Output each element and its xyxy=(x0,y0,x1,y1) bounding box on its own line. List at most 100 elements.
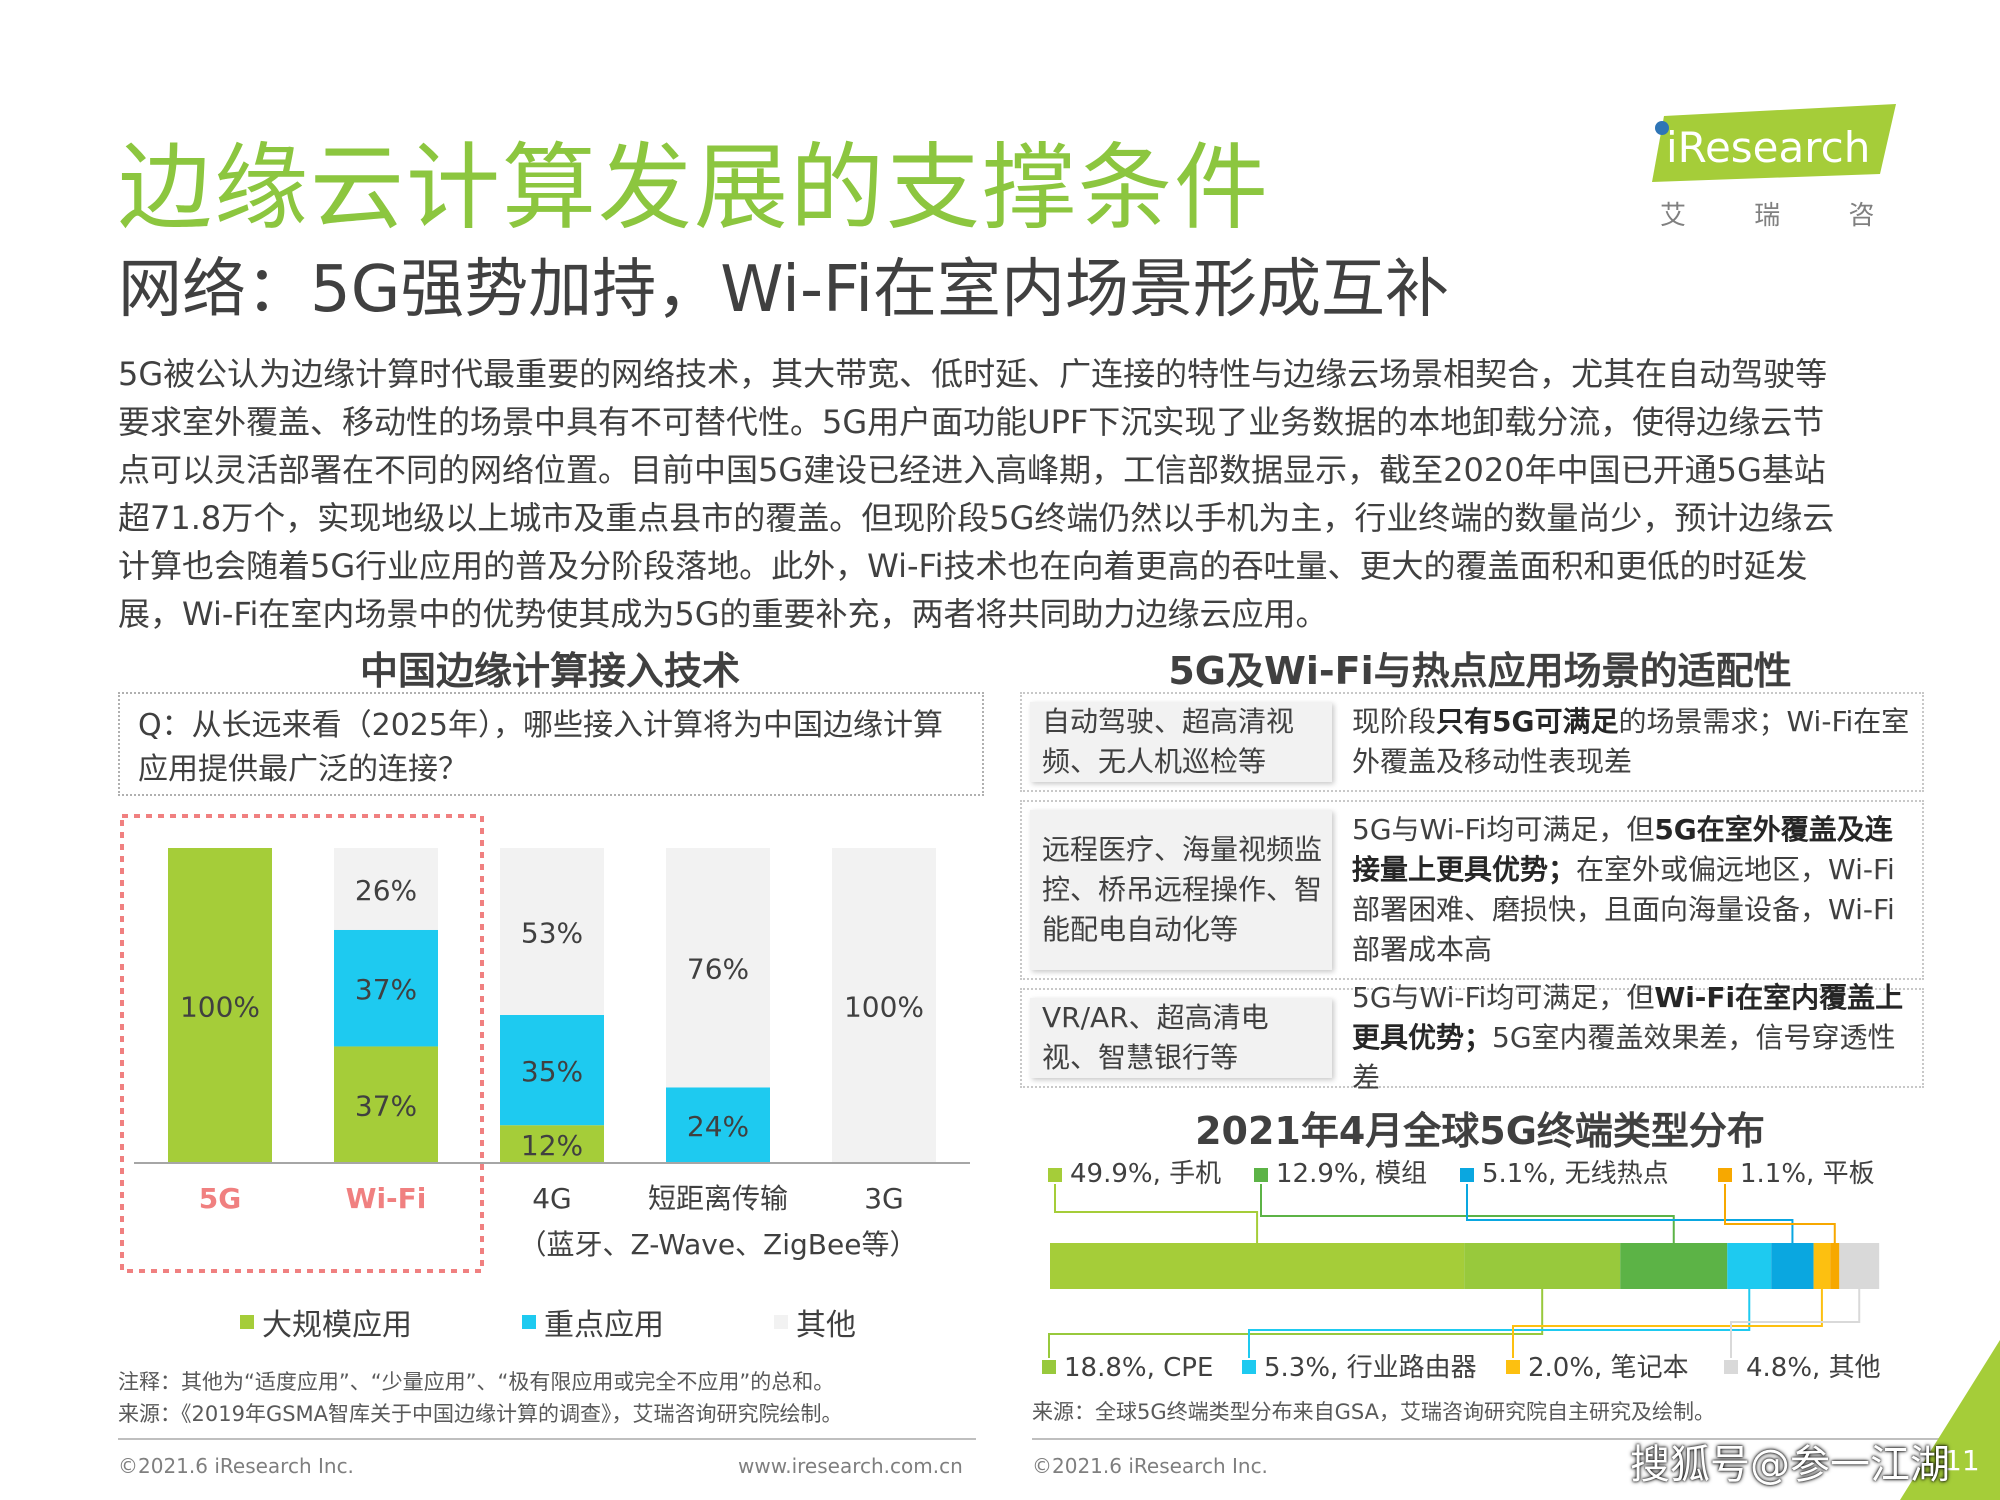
legend-swatch xyxy=(1042,1360,1056,1374)
stack-segment xyxy=(1050,1243,1465,1289)
bar-segment xyxy=(500,848,604,1015)
data-label: 100% xyxy=(844,991,924,1024)
desc-text: 5G与Wi-Fi均可满足，但 xyxy=(1352,981,1655,1014)
desc-highlight: 只有5G可满足 xyxy=(1436,705,1619,738)
legend-swatch xyxy=(1724,1360,1738,1374)
legend-swatch xyxy=(240,1315,254,1329)
segment-label: 12.9%, 模组 xyxy=(1276,1159,1427,1189)
scenario-desc: 5G与Wi-Fi均可满足，但5G在室外覆盖及连接量上更具优势；在室外或偏远地区，… xyxy=(1338,802,1914,978)
data-label: 76% xyxy=(687,953,749,986)
chart-source: 来源：《2019年GSMA智库关于中国边缘计算的调查》，艾瑞咨询研究院绘制。 xyxy=(118,1402,843,1426)
data-label: 35% xyxy=(521,1055,583,1088)
legend-label: 大规模应用 xyxy=(262,1308,412,1343)
legend-item: 其他 xyxy=(774,1300,856,1344)
category-label: 5G xyxy=(199,1182,241,1215)
scenario-row: 远程医疗、海量视频监控、桥吊远程操作、智能配电自动化等 5G与Wi-Fi均可满足… xyxy=(1020,800,1924,980)
leader-line xyxy=(1730,1289,1861,1358)
category-label: 短距离传输 xyxy=(648,1182,788,1215)
leader-line xyxy=(1054,1184,1259,1243)
intro-line: 5G被公认为边缘计算时代最重要的网络技术，其大带宽、低时延、广连接的特性与边缘云… xyxy=(118,355,1828,393)
legend-swatch xyxy=(1254,1168,1268,1182)
segment-label: 4.8%, 其他 xyxy=(1746,1353,1881,1383)
watermark-text: 搜狐号@参一江湖 xyxy=(1630,1442,1950,1488)
iresearch-logo: iResearch 艾 瑞 咨 询 xyxy=(1652,104,1898,231)
stack-segment xyxy=(1464,1243,1621,1289)
bar-segment xyxy=(832,848,936,1163)
copyright-right: ©2021.6 iResearch Inc. xyxy=(1032,1454,1268,1478)
intro-line: 点可以灵活部署在不同的网络位置。目前中国5G建设已经进入高峰期，工信部数据显示，… xyxy=(118,451,1826,489)
stack-segment xyxy=(1771,1243,1814,1289)
stack-segment xyxy=(1813,1243,1831,1289)
intro-line: 计算也会随着5G行业应用的普及分阶段落地。此外，Wi-Fi技术也在向着更高的吞吐… xyxy=(118,547,1808,585)
legend-swatch xyxy=(522,1315,536,1329)
corner-decoration xyxy=(1900,1340,2000,1500)
desc-text: 5G室内覆盖效果差，信号穿透性差 xyxy=(1352,1021,1896,1094)
leader-line xyxy=(1048,1289,1544,1358)
logo-cn: 艾 瑞 咨 询 xyxy=(1660,201,1898,231)
data-label: 24% xyxy=(687,1110,749,1143)
scenario-label: 远程医疗、海量视频监控、桥吊远程操作、智能配电自动化等 xyxy=(1030,810,1332,970)
desc-text: 的场景需求；Wi-Fi在室外覆盖及移动性表现差 xyxy=(1352,705,1910,778)
data-label: 26% xyxy=(355,874,417,907)
stack-segment xyxy=(1830,1243,1840,1289)
stack-segment xyxy=(1620,1243,1728,1289)
bar-segment xyxy=(666,1087,770,1163)
terminal-chart-source: 来源：全球5G终端类型分布来自GSA，艾瑞咨询研究院自主研究及绘制。 xyxy=(1032,1400,1715,1424)
bar-segment xyxy=(334,848,438,930)
category-label: 4G xyxy=(532,1182,572,1215)
legend-swatch xyxy=(1460,1168,1474,1182)
segment-label: 2.0%, 笔记本 xyxy=(1528,1353,1689,1383)
bar-segment xyxy=(500,1014,604,1126)
bar-segment xyxy=(666,848,770,1088)
copyright-left: ©2021.6 iResearch Inc. xyxy=(118,1454,354,1478)
page-subtitle: 网络：5G强势加持，Wi-Fi在室内场景形成互补 xyxy=(118,253,1449,327)
data-label: 53% xyxy=(521,916,583,949)
data-label: 37% xyxy=(355,1090,417,1123)
category-label: Wi-Fi xyxy=(346,1182,427,1215)
footer-divider-left xyxy=(118,1438,976,1440)
terminal-chart-title: 2021年4月全球5G终端类型分布 xyxy=(1195,1109,1765,1153)
data-label: 100% xyxy=(180,991,260,1024)
segment-label: 5.3%, 行业路由器 xyxy=(1264,1353,1477,1383)
intro-paragraph: 5G被公认为边缘计算时代最重要的网络技术，其大带宽、低时延、广连接的特性与边缘云… xyxy=(118,350,1898,638)
legend-item: 大规模应用 xyxy=(240,1300,412,1344)
legend-swatch xyxy=(1048,1168,1062,1182)
scenario-desc: 5G与Wi-Fi均可满足，但Wi-Fi在室内覆盖上更具优势；5G室内覆盖效果差，… xyxy=(1338,981,1914,1094)
category-sublabel: （蓝牙、Z-Wave、ZigBee等） xyxy=(519,1228,918,1261)
bar-segment xyxy=(334,1046,438,1163)
scenario-label: VR/AR、超高清电视、智慧银行等 xyxy=(1030,998,1332,1078)
desc-highlight: Wi-Fi在室内覆盖上更具优势； xyxy=(1352,981,1904,1054)
intro-line: 超71.8万个，实现地级以上城市及重点县市的覆盖。但现阶段5G终端仍然以手机为主… xyxy=(118,499,1835,537)
data-label: 37% xyxy=(355,973,417,1006)
segment-label: 1.1%, 平板 xyxy=(1740,1159,1875,1189)
website-link[interactable]: www.iresearch.com.cn xyxy=(738,1454,963,1478)
legend-swatch xyxy=(774,1315,788,1329)
legend-label: 其他 xyxy=(796,1308,856,1343)
right-section-title: 5G及Wi-Fi与热点应用场景的适配性 xyxy=(1168,649,1792,693)
legend-swatch xyxy=(1506,1360,1520,1374)
segment-label: 5.1%, 无线热点 xyxy=(1482,1159,1669,1189)
footer-divider-right xyxy=(1032,1438,1940,1440)
highlight-box xyxy=(120,814,484,1273)
access-tech-bar-chart: 100% 5G 37% 37% 26% Wi-Fi 12% 35% 53% 4G 24% 76% 短距离… xyxy=(120,814,970,1273)
scenario-label: 自动驾驶、超高清视频、无人机巡检等 xyxy=(1030,702,1332,782)
legend-label: 重点应用 xyxy=(544,1308,664,1343)
intro-line: 展，Wi-Fi在室内场景中的优势使其成为5G的重要补充，两者将共同助力边缘云应用… xyxy=(118,595,1328,633)
data-label: 12% xyxy=(521,1129,583,1162)
page-number: 11 xyxy=(1944,1444,1980,1477)
page-title: 边缘云计算发展的支撑条件 xyxy=(118,134,1271,243)
stack-segment xyxy=(1727,1243,1772,1289)
desc-highlight: 5G在室外覆盖及连接量上更具优势； xyxy=(1352,813,1893,886)
scenario-desc: 现阶段只有5G可满足的场景需求；Wi-Fi在室外覆盖及移动性表现差 xyxy=(1338,694,1914,790)
legend-swatch xyxy=(1718,1168,1732,1182)
stack-segment xyxy=(1839,1243,1880,1289)
category-label: 3G xyxy=(864,1182,904,1215)
intro-line: 要求室外覆盖、移动性的场景中具有不可替代性。5G用户面功能UPF下沉实现了业务数… xyxy=(118,403,1825,441)
scenario-row: VR/AR、超高清电视、智慧银行等 5G与Wi-Fi均可满足，但Wi-Fi在室内… xyxy=(1020,981,1924,1094)
legend-item: 重点应用 xyxy=(522,1300,664,1344)
survey-question: Q：从长远来看（2025年），哪些接入计算将为中国边缘计算应用提供最广泛的连接？ xyxy=(118,692,984,796)
segment-label: 49.9%, 手机 xyxy=(1070,1159,1221,1189)
terminal-type-stacked-bar: 49.9%, 手机 12.9%, 模组 5.1%, 无线热点 1.1%, 平板 18.8… xyxy=(1042,1159,1881,1383)
leader-line xyxy=(1248,1289,1751,1358)
leader-line xyxy=(1724,1184,1836,1243)
